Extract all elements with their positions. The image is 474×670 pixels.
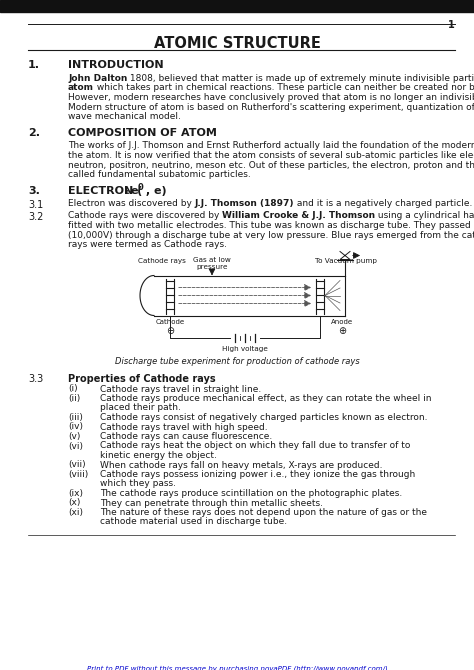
Text: (ii): (ii) [68, 394, 80, 403]
Text: (10,000V) through a discharge tube at very low pressure. Blue rays emerged from : (10,000V) through a discharge tube at ve… [68, 230, 474, 239]
Text: ATOMIC STRUCTURE: ATOMIC STRUCTURE [154, 36, 320, 51]
Text: 3.1: 3.1 [28, 200, 43, 210]
Text: The nature of these rays does not depend upon the nature of gas or the: The nature of these rays does not depend… [100, 508, 427, 517]
Text: ₁: ₁ [126, 188, 129, 196]
Text: Cathode rays produce mechanical effect, as they can rotate the wheel in: Cathode rays produce mechanical effect, … [100, 394, 431, 403]
Text: wave mechanical model.: wave mechanical model. [68, 112, 181, 121]
Text: (x): (x) [68, 498, 81, 507]
Text: 3.: 3. [28, 186, 40, 196]
Text: 1: 1 [448, 20, 455, 30]
Text: The cathode rays produce scintillation on the photographic plates.: The cathode rays produce scintillation o… [100, 489, 402, 498]
Text: which takes part in chemical reactions. These particle can neither be created no: which takes part in chemical reactions. … [94, 84, 474, 92]
Text: fitted with two metallic electrodes. This tube was known as discharge tube. They: fitted with two metallic electrodes. Thi… [68, 221, 474, 230]
Text: rays were termed as Cathode rays.: rays were termed as Cathode rays. [68, 240, 227, 249]
Text: Cathode rays possess ionizing power i.e., they ionize the gas through: Cathode rays possess ionizing power i.e.… [100, 470, 415, 479]
Text: 1808, believed that matter is made up of extremely minute indivisible particles,: 1808, believed that matter is made up of… [128, 74, 474, 83]
Text: Cathode rays consist of negatively charged particles known as electron.: Cathode rays consist of negatively charg… [100, 413, 428, 422]
Text: Cathode rays travel in straight line.: Cathode rays travel in straight line. [100, 385, 261, 393]
Text: However, modern researches have conclusively proved that atom is no longer an in: However, modern researches have conclusi… [68, 93, 474, 102]
Text: 3.2: 3.2 [28, 212, 44, 222]
Text: Properties of Cathode rays: Properties of Cathode rays [68, 373, 216, 383]
Text: 2.: 2. [28, 127, 40, 137]
Text: (iv): (iv) [68, 423, 83, 431]
Text: neutron, positron, neutrino, meson etc. Out of these particles, the electron, pr: neutron, positron, neutrino, meson etc. … [68, 161, 474, 170]
Text: ⊖: ⊖ [166, 326, 174, 336]
Text: COMPOSITION OF ATOM: COMPOSITION OF ATOM [68, 127, 217, 137]
Text: To Vacuum pump: To Vacuum pump [315, 257, 377, 263]
Text: Modern structure of atom is based on Rutherford's scattering experiment, quantiz: Modern structure of atom is based on Rut… [68, 103, 474, 111]
Text: (viii): (viii) [68, 470, 88, 479]
Bar [0, 0, 474, 12]
Text: INTRODUCTION: INTRODUCTION [68, 60, 164, 70]
Text: the atom. It is now verified that the atom consists of several sub-atomic partic: the atom. It is now verified that the at… [68, 151, 474, 160]
Text: Electron was discovered by: Electron was discovered by [68, 200, 195, 208]
Text: (v): (v) [68, 432, 81, 441]
Text: Cathode rays can cause fluorescence.: Cathode rays can cause fluorescence. [100, 432, 272, 441]
Text: John Dalton: John Dalton [68, 74, 128, 83]
Text: (xi): (xi) [68, 508, 83, 517]
Text: Print to PDF without this message by purchasing novaPDF (http://www.novapdf.com/: Print to PDF without this message by pur… [87, 665, 387, 670]
Text: When cathode rays fall on heavy metals, X-rays are produced.: When cathode rays fall on heavy metals, … [100, 460, 383, 470]
Text: William Crooke & J.J. Thomson: William Crooke & J.J. Thomson [222, 212, 375, 220]
Text: Cathode: Cathode [155, 318, 184, 324]
Text: 0: 0 [138, 184, 144, 192]
Text: , e): , e) [142, 186, 167, 196]
Text: (iii): (iii) [68, 413, 83, 422]
Text: using a cylindrical hard glass tube: using a cylindrical hard glass tube [375, 212, 474, 220]
Text: placed their path.: placed their path. [100, 403, 181, 413]
Text: Cathode rays travel with high speed.: Cathode rays travel with high speed. [100, 423, 268, 431]
Text: Gas at low: Gas at low [193, 257, 231, 263]
Text: Cathode rays were discovered by: Cathode rays were discovered by [68, 212, 222, 220]
Text: Cathode rays: Cathode rays [138, 257, 186, 263]
Text: 3.3: 3.3 [28, 373, 43, 383]
Text: kinetic energy the object.: kinetic energy the object. [100, 451, 217, 460]
Text: High voltage: High voltage [222, 346, 268, 352]
Text: (vi): (vi) [68, 442, 83, 450]
Text: Anode: Anode [331, 318, 353, 324]
Text: atom: atom [68, 84, 94, 92]
Text: called fundamental subatomic particles.: called fundamental subatomic particles. [68, 170, 251, 179]
Text: Discharge tube experiment for production of cathode rays: Discharge tube experiment for production… [115, 358, 359, 366]
Text: which they pass.: which they pass. [100, 480, 176, 488]
Text: 1.: 1. [28, 60, 40, 70]
Text: and it is a negatively charged particle.: and it is a negatively charged particle. [294, 200, 473, 208]
Text: (vii): (vii) [68, 460, 86, 470]
Text: (i): (i) [68, 385, 78, 393]
Text: They can penetrate through thin metallic sheets.: They can penetrate through thin metallic… [100, 498, 323, 507]
Text: pressure: pressure [196, 265, 228, 271]
Text: ⊕: ⊕ [338, 326, 346, 336]
Text: ELECTRON (: ELECTRON ( [68, 186, 142, 196]
Text: cathode material used in discharge tube.: cathode material used in discharge tube. [100, 517, 287, 527]
Text: J.J. Thomson (1897): J.J. Thomson (1897) [195, 200, 294, 208]
Text: Cathode rays heat the object on which they fall due to transfer of to: Cathode rays heat the object on which th… [100, 442, 410, 450]
Text: (ix): (ix) [68, 489, 83, 498]
Text: e: e [131, 186, 138, 196]
Text: The works of J.J. Thomson and Ernst Rutherford actually laid the foundation of t: The works of J.J. Thomson and Ernst Ruth… [68, 141, 474, 151]
